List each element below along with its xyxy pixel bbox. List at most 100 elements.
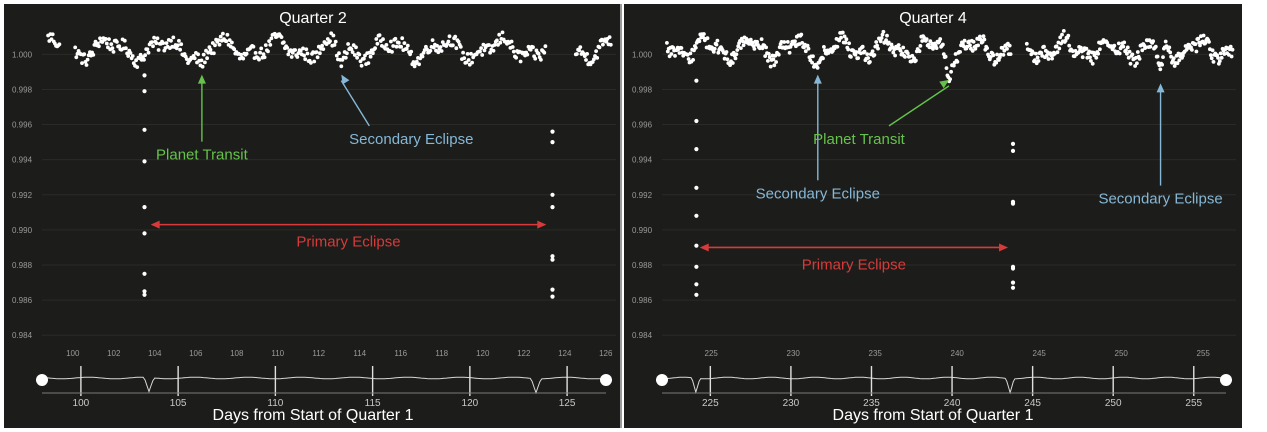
timeline-start-handle[interactable]	[36, 374, 48, 386]
data-point	[776, 52, 781, 57]
data-point	[1158, 67, 1163, 72]
data-point	[462, 56, 467, 60]
data-point	[412, 64, 417, 69]
timeline-curve	[41, 376, 607, 395]
data-point	[438, 45, 443, 49]
timeline-end-handle[interactable]	[1220, 374, 1232, 386]
data-point	[390, 50, 394, 54]
data-point	[1196, 36, 1201, 41]
data-point	[1084, 46, 1089, 51]
data-point	[735, 48, 740, 52]
data-point	[417, 62, 421, 67]
data-point	[1002, 48, 1007, 53]
data-point	[196, 52, 201, 57]
data-point	[865, 52, 870, 56]
data-point	[973, 46, 978, 51]
data-point	[739, 46, 743, 50]
x-tick-label: 225	[705, 349, 719, 358]
data-point	[227, 38, 232, 42]
data-point	[109, 42, 114, 46]
data-point	[903, 55, 907, 59]
data-point	[399, 44, 403, 49]
data-point	[511, 49, 516, 54]
x-axis: 100 102 104 106 108 110 112 114 116 118 120 122 124 1…	[66, 349, 613, 358]
data-point	[896, 43, 901, 47]
data-point	[840, 30, 845, 35]
x-tick-label: 108	[230, 349, 244, 358]
data-point	[146, 50, 151, 55]
data-point	[1216, 56, 1220, 60]
annotation-label: Primary Eclipse	[802, 256, 906, 273]
data-point	[301, 46, 305, 51]
data-point	[800, 41, 805, 45]
x-tick-label: 250	[1115, 349, 1129, 358]
data-point	[73, 45, 78, 50]
data-point	[175, 43, 180, 48]
x-tick-label: 126	[599, 349, 613, 358]
data-point	[302, 53, 306, 58]
timeline-strip: 225 230 235 240 245 250 255	[656, 366, 1232, 409]
data-point	[281, 40, 286, 45]
data-point	[244, 51, 249, 56]
data-point	[451, 43, 455, 48]
data-point	[1117, 51, 1122, 56]
data-point	[514, 55, 518, 60]
data-point	[1127, 49, 1132, 54]
data-point	[320, 43, 324, 48]
data-point	[1210, 48, 1215, 53]
eclipse-point	[694, 282, 699, 287]
data-point	[1203, 41, 1208, 45]
data-point	[1228, 44, 1233, 49]
x-axis: 225 230 235 240 245 250 255	[705, 349, 1211, 358]
data-point	[885, 33, 889, 38]
eclipse-point	[142, 231, 147, 236]
data-point	[345, 51, 349, 56]
data-point	[872, 53, 877, 57]
data-point	[1144, 45, 1148, 50]
data-point	[768, 64, 773, 69]
data-point	[479, 46, 483, 50]
data-point	[575, 52, 579, 56]
data-point	[435, 43, 439, 48]
eclipse-point	[550, 192, 555, 197]
data-point	[510, 45, 515, 49]
data-point	[91, 53, 96, 57]
data-point	[673, 54, 677, 58]
data-point	[350, 50, 355, 54]
data-point	[470, 60, 474, 65]
data-point	[221, 31, 225, 36]
data-point	[774, 60, 778, 64]
plot-background	[4, 4, 622, 428]
data-point	[893, 53, 897, 58]
data-point	[303, 57, 308, 62]
data-point	[1096, 51, 1100, 56]
data-point	[1190, 48, 1194, 52]
timeline-start-handle[interactable]	[656, 374, 668, 386]
data-point	[843, 40, 848, 45]
data-point	[733, 56, 738, 61]
arrowhead	[999, 243, 1009, 252]
data-point	[1135, 61, 1139, 66]
data-point	[478, 49, 482, 54]
data-point	[491, 48, 496, 53]
data-point	[949, 69, 953, 74]
data-point	[844, 37, 849, 42]
eclipse-point	[550, 254, 555, 259]
timeline-tick-label: 255	[1185, 398, 1202, 409]
data-point	[1036, 59, 1041, 63]
data-point	[760, 46, 765, 51]
timeline-end-handle[interactable]	[600, 374, 612, 386]
data-point	[1024, 41, 1029, 46]
eclipse-point	[694, 292, 699, 297]
data-point	[594, 49, 598, 53]
data-point	[314, 50, 319, 54]
data-point	[315, 55, 320, 60]
data-point	[84, 63, 89, 67]
data-point	[584, 58, 588, 62]
data-point	[1177, 58, 1182, 63]
data-point	[414, 59, 419, 64]
data-point	[469, 51, 473, 56]
x-tick-label: 118	[435, 349, 448, 358]
data-point	[1175, 61, 1180, 66]
data-point	[1088, 55, 1092, 60]
